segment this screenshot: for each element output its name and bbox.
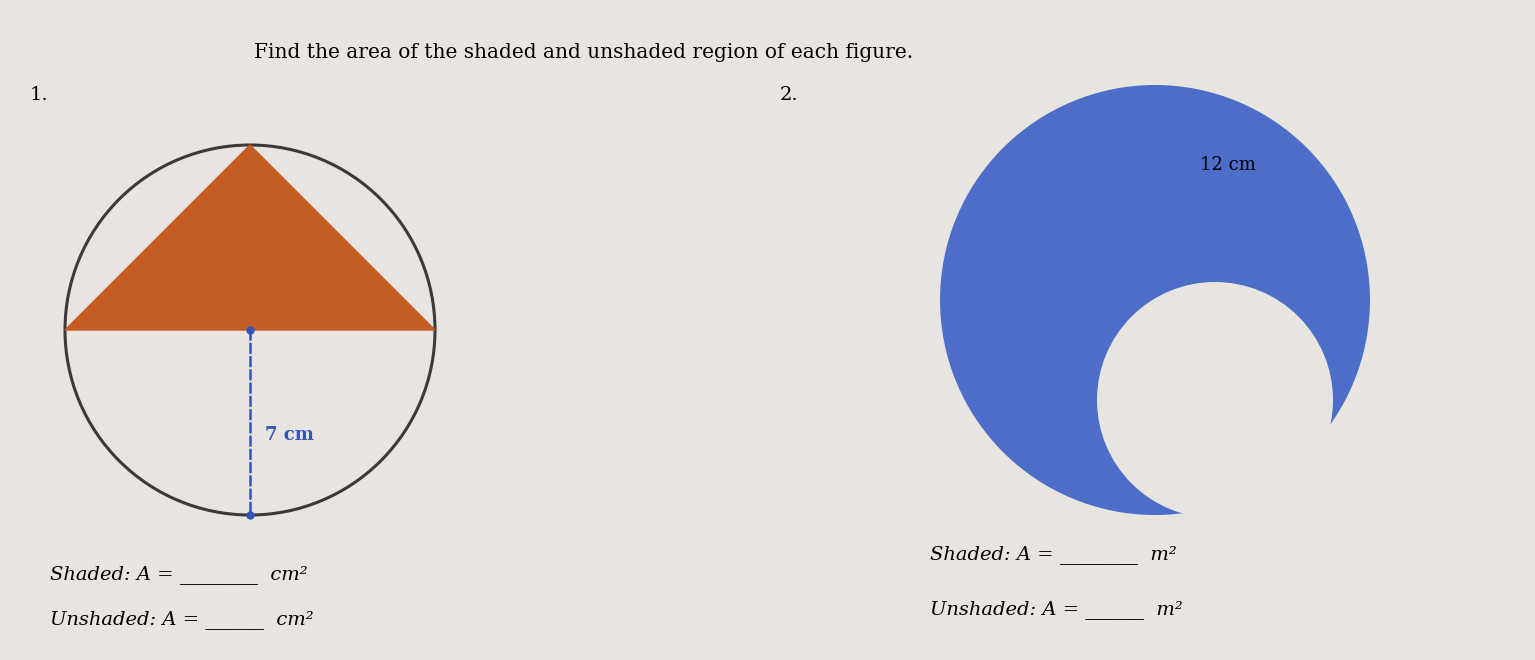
Text: 2.: 2. [780,86,798,104]
Text: Unshaded: A = ______  m²: Unshaded: A = ______ m² [930,601,1183,620]
Text: Shaded: A = ________  m²: Shaded: A = ________ m² [930,546,1177,564]
Circle shape [939,85,1371,515]
Text: 7 cm: 7 cm [266,426,313,444]
Text: 1.: 1. [31,86,49,104]
Text: Find the area of the shaded and unshaded region of each figure.: Find the area of the shaded and unshaded… [253,42,913,61]
Text: 12 cm: 12 cm [1200,156,1256,174]
Text: Shaded: A = ________  cm²: Shaded: A = ________ cm² [51,566,307,585]
Text: Unshaded: A = ______  cm²: Unshaded: A = ______ cm² [51,610,313,630]
Circle shape [1098,282,1332,518]
Polygon shape [64,145,434,330]
